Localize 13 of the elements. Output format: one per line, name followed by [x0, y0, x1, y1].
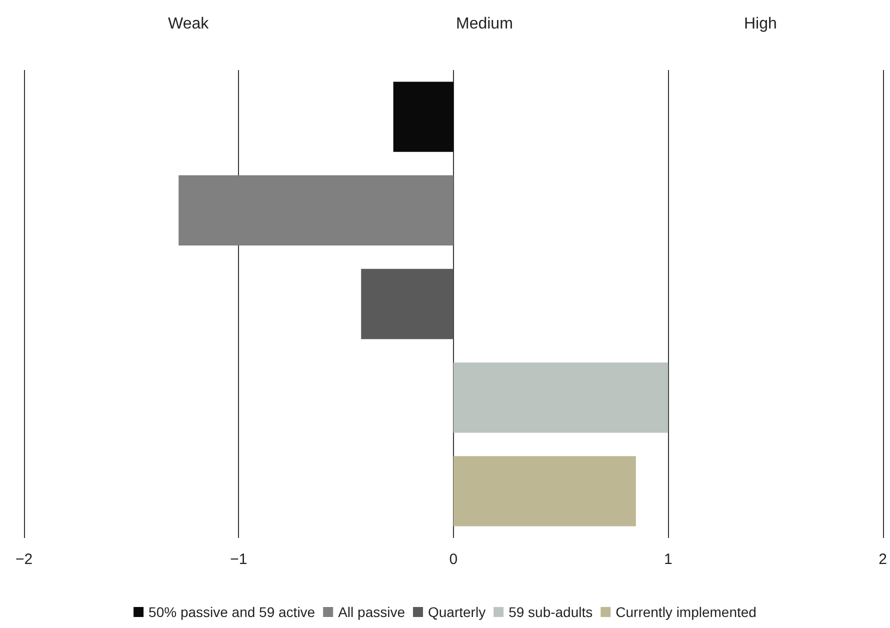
text: High [744, 16, 777, 32]
x-tick-label: 2 [878, 551, 887, 568]
text: Medium [456, 16, 513, 32]
x-tick-label: −1 [230, 551, 248, 568]
legend-label: 50% passive and 59 active [148, 604, 316, 620]
legend-label: Quarterly [428, 604, 486, 620]
legend-label: Currently implemented [616, 604, 756, 620]
legend-label: All passive [338, 604, 406, 620]
x-tick-label: 1 [664, 551, 672, 568]
x-tick-label: −2 [15, 551, 33, 568]
legend-label: 59 sub-adults [508, 604, 593, 620]
x-tick-label: 0 [449, 551, 458, 568]
text: Weak [168, 16, 210, 32]
